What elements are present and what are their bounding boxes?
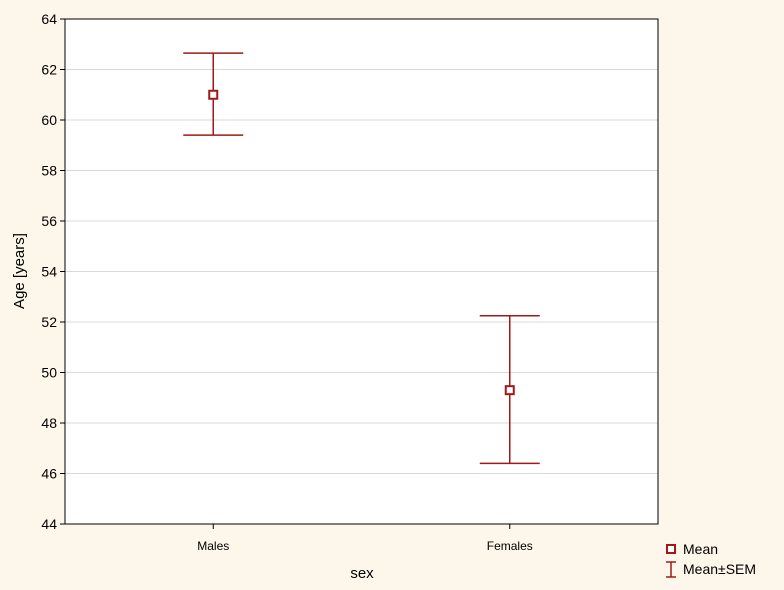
y-tick-label: 64 [41,11,57,27]
x-tick-label: Females [487,539,533,553]
y-tick-label: 58 [41,163,57,179]
y-axis: 44 46 48 50 52 54 56 58 60 62 64 [41,11,65,532]
y-tick-label: 54 [41,264,57,280]
legend-mean-label: Mean [683,541,718,557]
mean-point-females [504,385,515,396]
legend: Mean Mean±SEM [666,541,756,578]
y-tick-label: 62 [41,62,57,78]
y-tick-label: 56 [41,213,57,229]
y-tick-label: 46 [41,466,57,482]
y-axis-label: Age [years] [11,233,28,309]
x-tick-label: Males [197,539,229,553]
y-tick-label: 44 [41,516,57,532]
y-tick-label: 60 [41,112,57,128]
data-marks [183,52,540,465]
legend-sem-label: Mean±SEM [683,561,756,577]
x-axis-label: sex [350,565,374,582]
y-tick-label: 50 [41,365,57,381]
legend-sem-marker [666,561,676,578]
y-tick-label: 52 [41,314,57,330]
x-axis: Males Females [197,524,533,553]
y-tick-label: 48 [41,415,57,431]
legend-mean-marker [666,544,676,554]
grid [65,69,658,474]
mean-point-males [208,89,219,100]
